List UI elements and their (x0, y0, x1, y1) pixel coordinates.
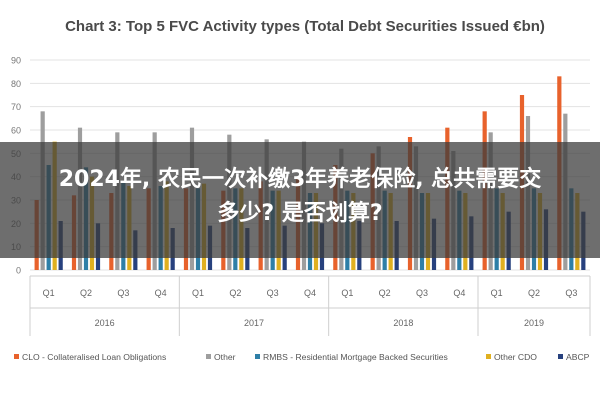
legend-swatch (14, 354, 19, 359)
x-axis-ticks: Q1 Q2 Q3 Q4 Q1 Q2 Q3 Q4 Q1 Q2 Q3 Q4 Q1 Q2 Q3 (30, 275, 590, 298)
caption-line-2: 多少? 是否划算? (217, 201, 383, 226)
y-tick-label: 70 (11, 102, 21, 112)
x-tick-label: Q1 (192, 288, 204, 298)
x-tick-label: Q3 (267, 288, 279, 298)
legend: CLO - Collateralised Loan Obligations Oth… (14, 352, 590, 362)
x-tick-label: Q4 (304, 288, 316, 298)
x-tick-label: Q4 (155, 288, 167, 298)
x-tick-label: Q3 (416, 288, 428, 298)
year-label: 2019 (524, 318, 544, 328)
x-tick-label: Q2 (528, 288, 540, 298)
chart-title: Chart 3: Top 5 FVC Activity types (Total… (65, 18, 545, 35)
legend-label: Other CDO (494, 352, 537, 362)
year-groups: 2016 2017 2018 2019 (29, 276, 591, 336)
x-tick-label: Q2 (229, 288, 241, 298)
y-tick-label: 90 (11, 56, 21, 66)
caption-overlay (0, 142, 600, 258)
legend-label: CLO - Collateralised Loan Obligations (22, 352, 166, 362)
year-label: 2016 (95, 318, 115, 328)
caption-text: 2024年, 农民一次补缴3年养老保险, 总共需要交 多少? 是否划算? (0, 163, 600, 231)
x-tick-label: Q3 (117, 288, 129, 298)
caption-line-1: 2024年, 农民一次补缴3年养老保险, 总共需要交 (58, 167, 542, 192)
legend-swatch (206, 354, 211, 359)
y-tick-label: 60 (11, 126, 21, 136)
legend-label: RMBS - Residential Mortgage Backed Secur… (263, 352, 448, 362)
legend-label: Other (214, 352, 236, 362)
legend-swatch (255, 354, 260, 359)
y-tick-label: 0 (16, 266, 21, 276)
legend-label: ABCP (566, 352, 590, 362)
year-label: 2018 (393, 318, 413, 328)
legend-swatch (558, 354, 563, 359)
year-label: 2017 (244, 318, 264, 328)
legend-swatch (486, 354, 491, 359)
x-tick-label: Q1 (43, 288, 55, 298)
x-tick-label: Q1 (341, 288, 353, 298)
x-tick-label: Q3 (565, 288, 577, 298)
x-tick-label: Q1 (491, 288, 503, 298)
x-tick-label: Q2 (379, 288, 391, 298)
x-tick-label: Q4 (453, 288, 465, 298)
y-tick-label: 80 (11, 79, 21, 89)
x-tick-label: Q2 (80, 288, 92, 298)
